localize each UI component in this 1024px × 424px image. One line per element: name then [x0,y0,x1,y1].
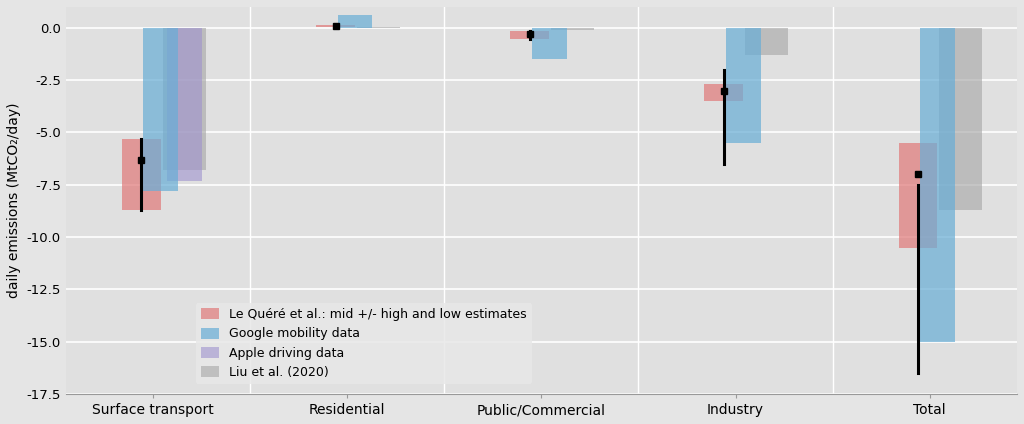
Bar [726,28,761,143]
Bar [531,28,566,59]
Bar [939,28,982,210]
Bar [167,28,202,181]
Legend: Le Quéré et al.: mid +/- high and low estimates, Google mobility data, Apple dri: Le Quéré et al.: mid +/- high and low es… [196,303,532,384]
Bar [338,15,373,28]
Bar [510,31,549,39]
Bar [316,25,355,27]
Bar [357,27,399,28]
Bar [163,28,206,170]
Bar [143,28,178,191]
Y-axis label: daily emissions (MtCO₂/day): daily emissions (MtCO₂/day) [7,103,20,298]
Bar [899,143,937,248]
Bar [920,28,955,342]
Bar [122,139,161,210]
Bar [745,28,787,55]
Bar [705,84,743,101]
Bar [551,28,594,30]
